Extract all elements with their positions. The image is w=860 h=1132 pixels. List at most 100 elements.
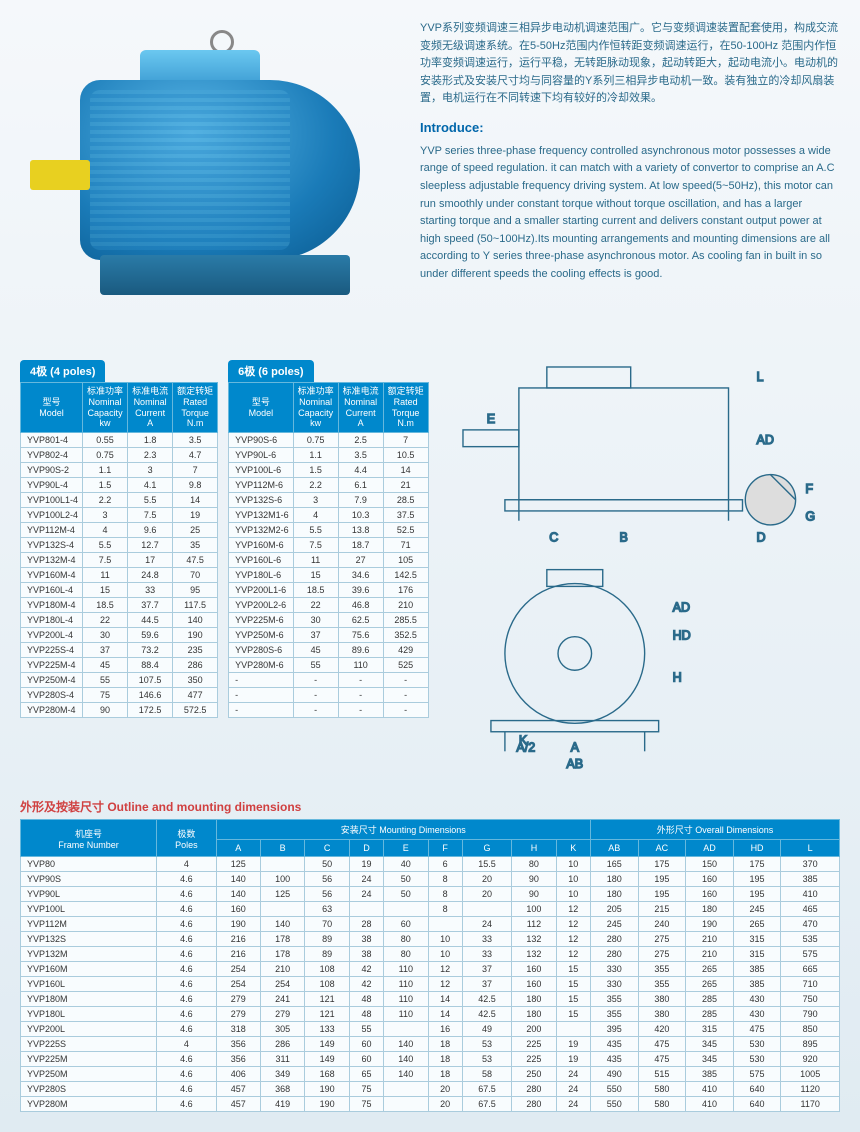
cell: 24 (556, 1067, 590, 1082)
col-header: 标准功率NominalCapacitykw (83, 383, 128, 433)
dimension-diagrams: B C E L AD AB A A/2 AD H (439, 360, 840, 784)
cell: YVP225S-4 (21, 643, 83, 658)
cell: 28.5 (383, 493, 428, 508)
cell: 90 (83, 703, 128, 718)
cell: 385 (686, 1067, 734, 1082)
cell: 6 (428, 857, 462, 872)
cell: 3 (293, 493, 338, 508)
cell: 470 (781, 917, 840, 932)
table-row: YVP160M4.6254210108421101237160153303552… (21, 962, 840, 977)
cell: 75 (349, 1097, 383, 1112)
cell: 39.6 (338, 583, 383, 598)
cell: 254 (216, 977, 260, 992)
cell: 20 (462, 872, 511, 887)
table-row: YVP180L-61534.6142.5 (229, 568, 429, 583)
cell: 160 (686, 872, 734, 887)
top-section: YVP系列变频调速三相异步电动机调速范围广。它与变频调速装置配套使用，构成交流变… (20, 20, 840, 340)
cell: 190 (173, 628, 218, 643)
cell: YVP280M-4 (21, 703, 83, 718)
table-dimensions: 机座号Frame Number极数Poles安装尺寸 Mounting Dime… (20, 819, 840, 1112)
cell: 195 (638, 872, 686, 887)
cell: 205 (590, 902, 638, 917)
cell: 42.5 (462, 1007, 511, 1022)
cell: 14 (428, 992, 462, 1007)
cell: 12 (428, 977, 462, 992)
cell: 254 (216, 962, 260, 977)
table-row: YVP160M-67.518.771 (229, 538, 429, 553)
cell: 6.1 (338, 478, 383, 493)
cell: 44.5 (128, 613, 173, 628)
col-header: 额定转矩RatedTorqueN.m (173, 383, 218, 433)
table-row: YVP200L1-618.539.6176 (229, 583, 429, 598)
cell: 140 (384, 1067, 428, 1082)
cell: 28 (349, 917, 383, 932)
table-row: YVP200L4.6318305133551649200395420315475… (21, 1022, 840, 1037)
cell: 315 (686, 1022, 734, 1037)
cell: 429 (383, 643, 428, 658)
cell: 100 (512, 902, 556, 917)
cell: 285 (686, 1007, 734, 1022)
cell: 47.5 (173, 553, 218, 568)
cell: 12 (556, 932, 590, 947)
cell: 24 (349, 887, 383, 902)
cell: 89 (305, 932, 349, 947)
cell: 5.5 (83, 538, 128, 553)
table-row: YVP90S-60.752.57 (229, 433, 429, 448)
cell: 25 (173, 523, 218, 538)
cell: 385 (733, 977, 781, 992)
cell: 18 (428, 1067, 462, 1082)
cell: 355 (590, 1007, 638, 1022)
cell: 265 (686, 962, 734, 977)
cell: 10 (428, 932, 462, 947)
cell: YVP200L-4 (21, 628, 83, 643)
cell: 356 (216, 1037, 260, 1052)
cell: YVP225M (21, 1052, 157, 1067)
cell: 10 (556, 857, 590, 872)
cell: 165 (590, 857, 638, 872)
cell: 665 (781, 962, 840, 977)
cell: 640 (733, 1097, 781, 1112)
cell: 235 (173, 643, 218, 658)
cell: 18.5 (293, 583, 338, 598)
cell: 70 (305, 917, 349, 932)
cell: 525 (383, 658, 428, 673)
cell: 345 (686, 1037, 734, 1052)
cell: 380 (638, 992, 686, 1007)
cell: 355 (638, 962, 686, 977)
cell: 24 (462, 917, 511, 932)
table-row: YVP132S4.6216178893880103313212280275210… (21, 932, 840, 947)
cell: 275 (638, 947, 686, 962)
cell (428, 917, 462, 932)
cell: 4.6 (157, 1097, 216, 1112)
cell: 315 (733, 932, 781, 947)
cell: 20 (428, 1082, 462, 1097)
col-header: L (781, 840, 840, 857)
cell: 180 (512, 1007, 556, 1022)
cell: 195 (733, 872, 781, 887)
cell: 178 (260, 932, 304, 947)
cell: - (229, 688, 294, 703)
cell: 550 (590, 1097, 638, 1112)
table-row: YVP112M-62.26.121 (229, 478, 429, 493)
table-6poles: 型号Model标准功率NominalCapacitykw标准电流NominalC… (228, 382, 429, 718)
cell: 4.6 (157, 872, 216, 887)
cell: 133 (305, 1022, 349, 1037)
cell: 352.5 (383, 628, 428, 643)
cell: 53 (462, 1037, 511, 1052)
cell: 475 (638, 1037, 686, 1052)
cell: 46.8 (338, 598, 383, 613)
motor-illustration (20, 20, 400, 340)
cell: 580 (638, 1082, 686, 1097)
page: YVP系列变频调速三相异步电动机调速范围广。它与变频调速装置配套使用，构成交流变… (0, 0, 860, 1132)
table-row: YVP100L1-42.25.514 (21, 493, 218, 508)
cell: 2.2 (83, 493, 128, 508)
cell: 110 (384, 977, 428, 992)
cell: YVP100L-6 (229, 463, 294, 478)
cell: 285 (686, 992, 734, 1007)
cell: 895 (781, 1037, 840, 1052)
cell: 37 (293, 628, 338, 643)
cell: YVP801-4 (21, 433, 83, 448)
cell: 18 (428, 1052, 462, 1067)
cell: - (383, 703, 428, 718)
cell: 195 (638, 887, 686, 902)
